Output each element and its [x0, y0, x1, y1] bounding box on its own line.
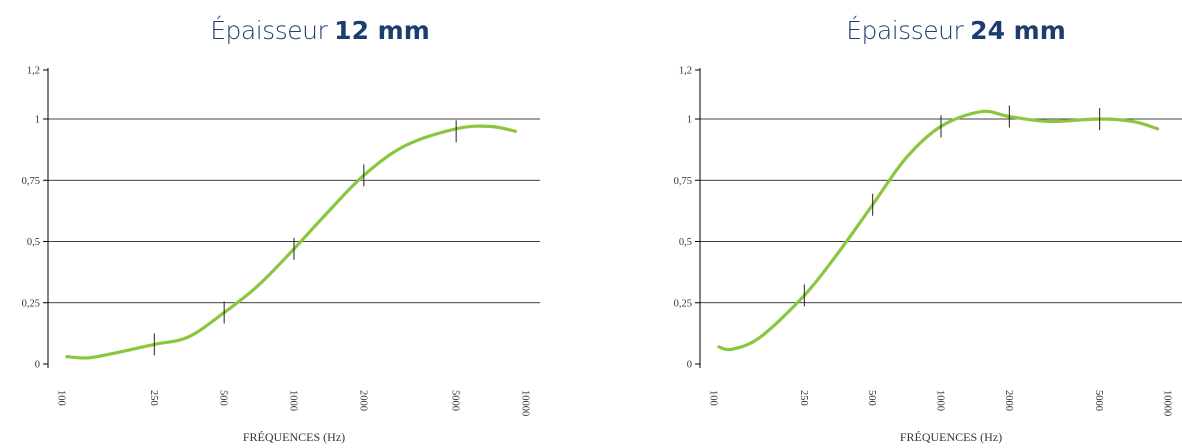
chart-title: Épaisseur 12 mm — [0, 16, 560, 46]
y-tick-label: 0,25 — [674, 298, 692, 309]
y-tick-label: 0 — [35, 360, 40, 371]
x-tick-label: 250 — [798, 390, 809, 406]
x-tick-label: 500 — [866, 390, 877, 406]
chart-title-value: 24 mm — [970, 16, 1066, 45]
chart-title: Épaisseur 24 mm — [600, 16, 1182, 46]
y-tick-label: 0,75 — [674, 176, 692, 187]
x-tick-label: 1000 — [935, 390, 946, 411]
chart-panel-24mm: Épaisseur 24 mm 0 0,25 0,5 0,75 1 1,2 100 250 50… — [600, 0, 1182, 448]
x-tick-label: 5000 — [1093, 390, 1104, 411]
x-tick-label: 1000 — [288, 390, 299, 411]
y-tick-label: 1 — [687, 115, 692, 126]
chart-plot: 0 0,25 0,5 0,75 1 1,2 100 250 500 1000 2000 5000 100… — [22, 66, 540, 444]
y-tick-label: 0,75 — [22, 176, 40, 187]
y-tick-label: 0,25 — [22, 298, 40, 309]
y-tick-label: 1,2 — [679, 66, 692, 77]
chart-title-prefix: Épaisseur — [210, 16, 328, 45]
x-tick-label: 500 — [218, 390, 229, 406]
x-tick-label: 2000 — [1003, 390, 1014, 411]
series-line — [65, 124, 517, 360]
x-axis-label: FRÉQUENCES (Hz) — [900, 430, 1002, 444]
x-tick-label: 5000 — [450, 390, 461, 411]
x-tick-label: 10000 — [520, 390, 531, 416]
y-tick-label: 1,2 — [27, 66, 40, 77]
chart-title-value: 12 mm — [334, 16, 430, 45]
x-tick-label: 250 — [148, 390, 159, 406]
x-tick-label: 100 — [56, 390, 67, 406]
x-axis-label: FRÉQUENCES (Hz) — [243, 430, 345, 444]
chart-title-prefix: Épaisseur — [846, 16, 964, 45]
chart-panel-12mm: Épaisseur 12 mm 0 0,25 0,5 0,75 1 1,2 100 250 50… — [0, 0, 560, 448]
x-tick-label: 2000 — [357, 390, 368, 411]
y-tick-label: 0,5 — [679, 237, 692, 248]
y-tick-label: 0 — [687, 360, 692, 371]
chart-plot: 0 0,25 0,5 0,75 1 1,2 100 250 500 1000 2000 5000 100… — [674, 66, 1182, 444]
x-tick-label: 10000 — [1162, 390, 1173, 416]
y-tick-label: 0,5 — [27, 237, 40, 248]
series-line — [717, 109, 1160, 352]
x-tick-label: 100 — [708, 390, 719, 406]
y-tick-label: 1 — [35, 115, 40, 126]
